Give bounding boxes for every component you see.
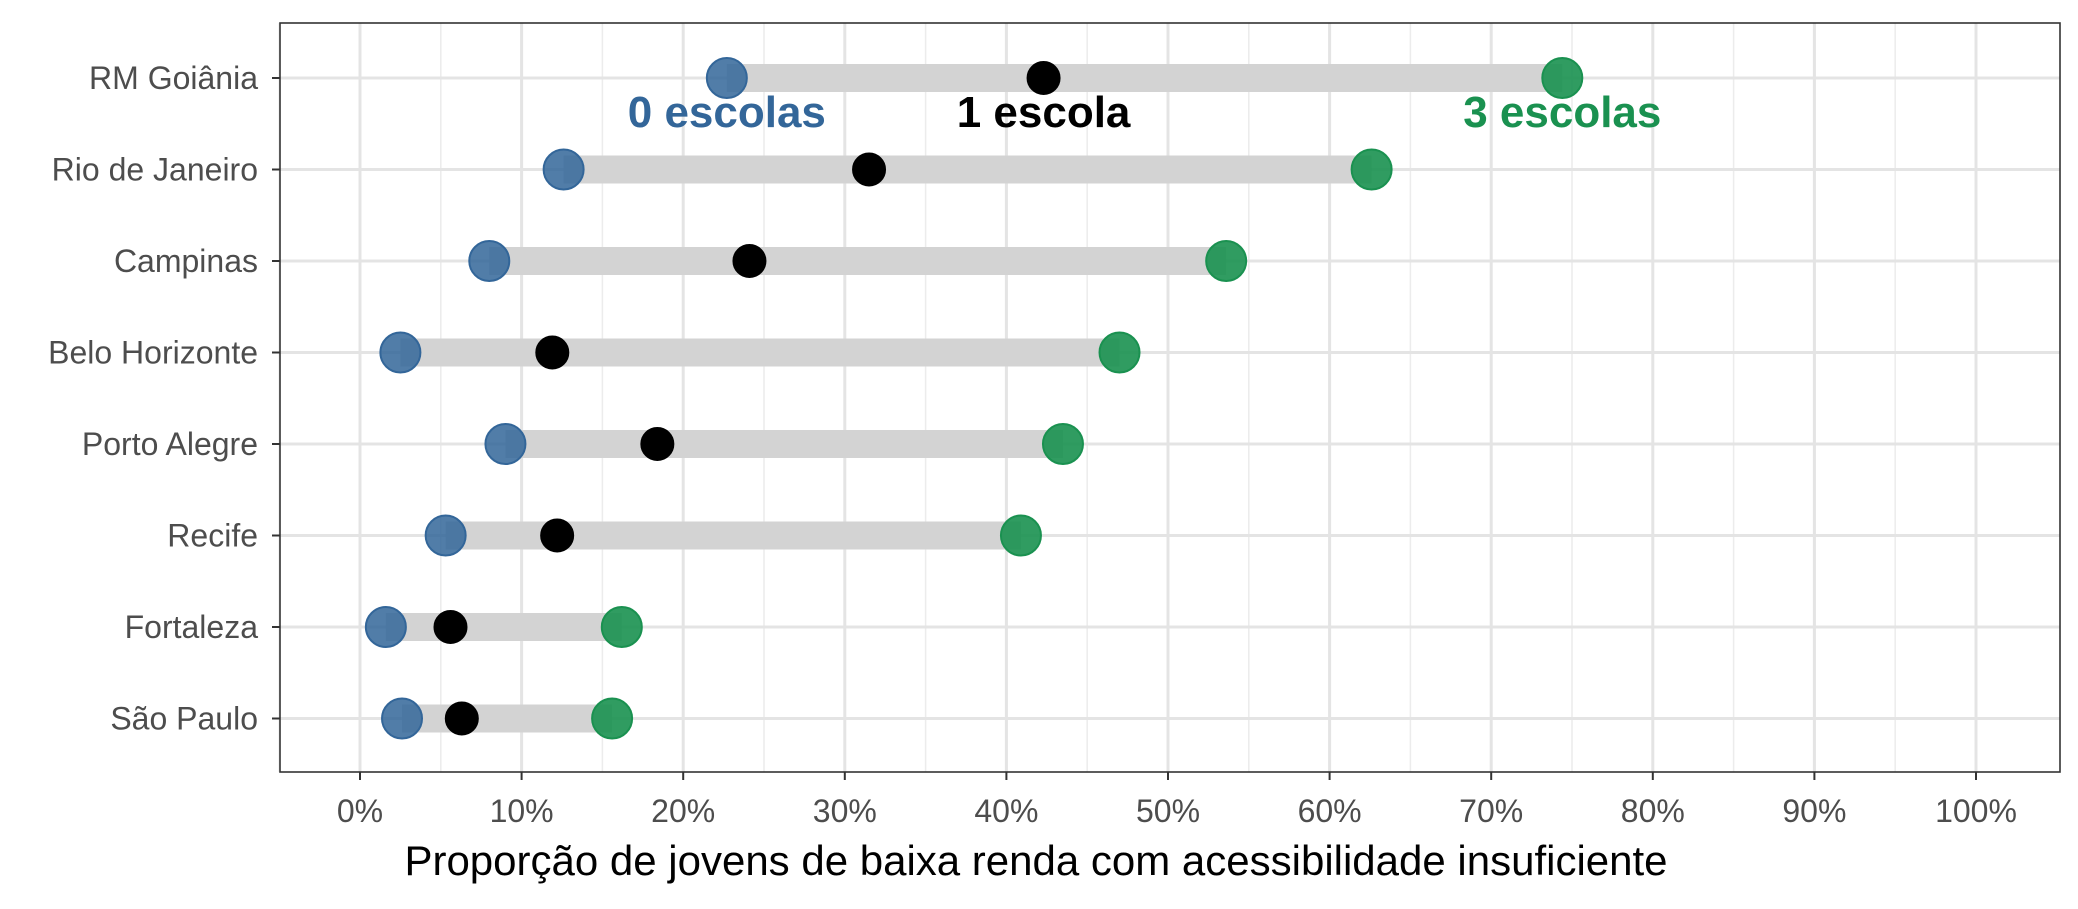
- point-series2-row3: [1098, 331, 1141, 374]
- x-tick-label: 100%: [1935, 793, 2017, 829]
- x-tick-label: 50%: [1136, 793, 1200, 829]
- annotation-1: 1 escola: [957, 88, 1131, 137]
- point-series2-row4: [1041, 423, 1084, 465]
- x-tick-label: 40%: [974, 793, 1038, 829]
- point-series0-row4: [484, 423, 527, 465]
- x-tick-label: 30%: [813, 793, 877, 829]
- x-tick-label: 60%: [1298, 793, 1362, 829]
- point-series2-row7: [591, 697, 634, 740]
- y-tick-label: Porto Alegre: [82, 426, 258, 462]
- y-tick-label: Belo Horizonte: [48, 335, 258, 371]
- annotation-2: 3 escolas: [1463, 88, 1661, 137]
- point-series0-row0: [705, 57, 748, 99]
- point-series2-row6: [600, 606, 643, 648]
- plot-panel-border: [279, 22, 2061, 773]
- point-series0-row1: [542, 148, 585, 191]
- point-series2-row5: [999, 514, 1042, 557]
- plot-panel-background: [280, 23, 2060, 772]
- point-series2-row1: [1350, 148, 1393, 191]
- y-tick-label: São Paulo: [110, 701, 258, 737]
- point-series0-row6: [364, 606, 407, 648]
- y-tick-label: Fortaleza: [125, 609, 259, 645]
- y-axis-labels: RM Goiânia Rio de Janeiro Campinas Belo Hor…: [48, 60, 280, 737]
- x-tick-label: 90%: [1782, 793, 1846, 829]
- point-series1-row7: [444, 701, 479, 736]
- y-tick-label: Campinas: [114, 243, 258, 279]
- y-tick-label: Rio de Janeiro: [52, 152, 258, 188]
- point-series0-row5: [424, 514, 467, 557]
- point-series2-row0: [1541, 57, 1584, 99]
- y-tick-label: RM Goiânia: [89, 60, 258, 96]
- point-series2-row2: [1205, 240, 1248, 282]
- point-series1-row0: [1026, 61, 1061, 95]
- x-tick-label: 80%: [1621, 793, 1685, 829]
- point-series0-row7: [381, 697, 424, 740]
- x-tick-label: 20%: [651, 793, 715, 829]
- x-axis-title: Proporção de jovens de baixa renda com a…: [404, 837, 1667, 884]
- point-series1-row2: [732, 244, 767, 278]
- points: [364, 57, 1584, 740]
- segments: [385, 64, 1563, 733]
- x-tick-label: 10%: [490, 793, 554, 829]
- point-series0-row3: [379, 331, 422, 374]
- point-series1-row3: [535, 335, 570, 370]
- y-tick-label: Recife: [167, 518, 258, 554]
- point-series1-row1: [852, 152, 887, 187]
- point-series0-row2: [468, 240, 511, 282]
- x-axis-tick-labels: 0% 10% 20% 30% 40% 50% 60% 70% 80% 90% 100%: [337, 772, 2017, 829]
- point-series1-row6: [433, 610, 468, 644]
- annotations: 0 escolas 1 escola 3 escolas: [628, 88, 1662, 137]
- x-tick-label: 70%: [1459, 793, 1523, 829]
- point-series1-row4: [640, 427, 675, 461]
- annotation-0: 0 escolas: [628, 88, 826, 137]
- point-series1-row5: [540, 518, 575, 553]
- x-tick-label: 0%: [337, 793, 383, 829]
